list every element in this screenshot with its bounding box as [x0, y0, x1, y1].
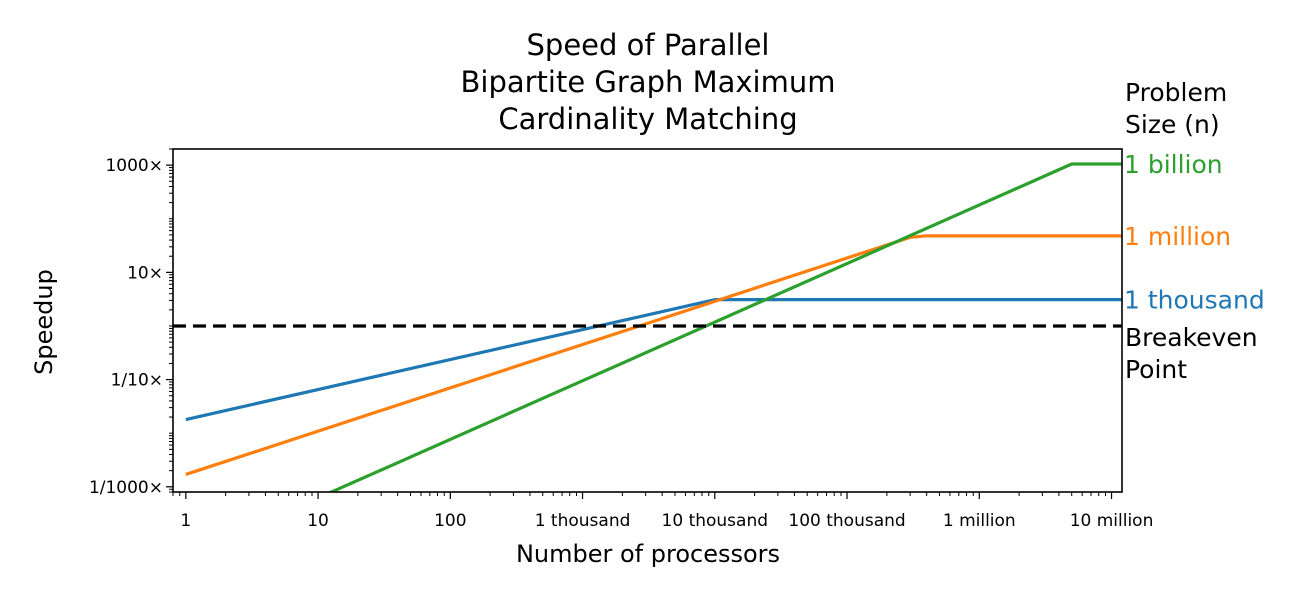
y-axis-label: Speedup	[30, 269, 58, 375]
x-tick-label: 100	[434, 511, 466, 531]
series-group	[185, 162, 1122, 492]
plot-area: 1 10 100 1 thousand 10 thousand 100 thousand 1…	[89, 148, 1154, 531]
x-tick-label: 10 million	[1070, 511, 1154, 531]
series-line	[327, 162, 1122, 492]
chart-title-line: Cardinality Matching	[498, 102, 797, 136]
series-line	[185, 298, 1122, 422]
x-tick-label: 1	[180, 511, 191, 531]
breakeven-label: Breakeven	[1125, 323, 1258, 352]
x-axis-label: Number of processors	[516, 540, 780, 568]
y-tick-label: 1/10×	[111, 371, 163, 391]
x-tick-label: 10 thousand	[662, 511, 769, 531]
chart-title-line: Speed of Parallel	[527, 28, 770, 62]
chart-title-line: Bipartite Graph Maximum	[461, 65, 836, 99]
y-tick-label: 1/1000×	[89, 478, 163, 498]
series-label: 1 million	[1124, 222, 1231, 251]
plot-frame	[172, 148, 1123, 493]
series-label: 1 thousand	[1124, 286, 1265, 315]
x-tick-label: 1 thousand	[535, 511, 631, 531]
x-tick-label: 1 million	[943, 511, 1016, 531]
series-line	[185, 234, 1122, 476]
x-tick-label: 100 thousand	[788, 511, 905, 531]
legend-title: Size (n)	[1125, 110, 1220, 139]
breakeven-label: Point	[1125, 355, 1187, 384]
legend: Problem Size (n) 1 thousand 1 million 1 bill…	[1124, 78, 1265, 384]
y-tick-label: 1000×	[105, 156, 163, 176]
series-label: 1 billion	[1124, 150, 1223, 179]
y-tick-label: 10×	[127, 263, 163, 283]
legend-title: Problem	[1125, 78, 1227, 107]
x-tick-label: 10	[307, 511, 329, 531]
